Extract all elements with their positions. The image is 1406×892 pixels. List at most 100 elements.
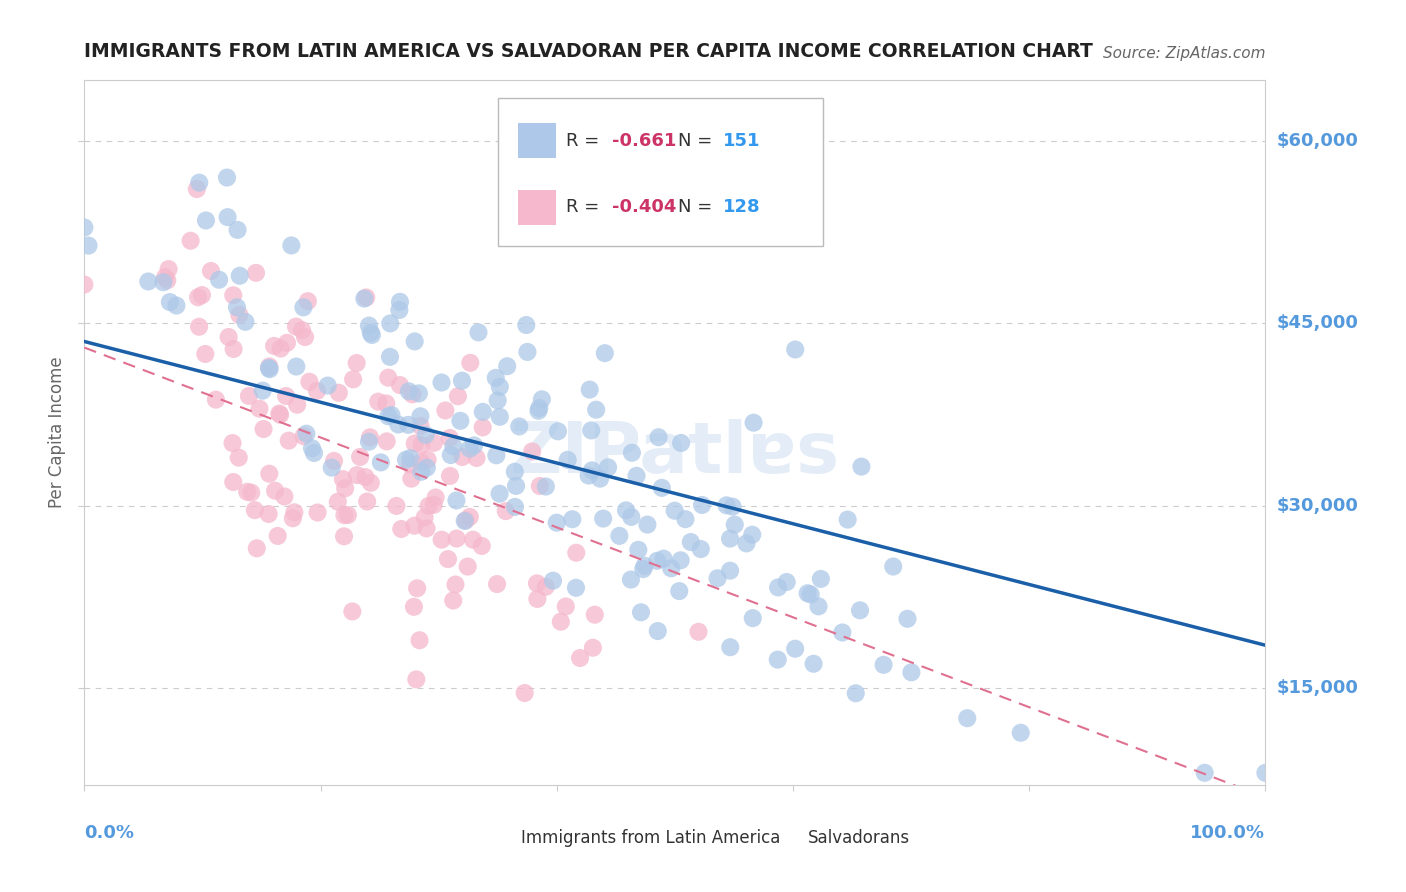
Point: [356, 494, 378, 508]
Point: [226, 223, 249, 237]
Point: [896, 612, 918, 626]
Point: [408, 633, 430, 648]
Point: [547, 425, 569, 439]
Point: [447, 389, 470, 403]
Point: [77, 238, 100, 252]
Text: Salvadorans: Salvadorans: [808, 829, 911, 847]
Point: [636, 517, 658, 532]
Point: [430, 533, 453, 547]
Point: [396, 417, 419, 432]
Point: [285, 359, 308, 374]
Point: [488, 380, 510, 394]
Point: [354, 470, 377, 484]
Point: [238, 389, 260, 403]
Point: [520, 444, 543, 458]
Point: [285, 398, 308, 412]
Point: [186, 182, 208, 196]
Point: [157, 262, 180, 277]
Point: [626, 468, 648, 483]
Point: [516, 345, 538, 359]
Point: [200, 264, 222, 278]
Point: [446, 493, 468, 508]
Point: [785, 343, 807, 357]
Point: [592, 511, 614, 525]
Point: [451, 374, 474, 388]
Point: [411, 465, 433, 479]
Point: [360, 475, 382, 490]
Point: [735, 536, 758, 550]
Point: [346, 468, 368, 483]
Point: [307, 384, 329, 398]
Point: [416, 460, 439, 475]
Point: [454, 514, 477, 528]
Point: [259, 362, 281, 376]
Point: [359, 430, 381, 444]
Point: [399, 458, 422, 472]
Point: [589, 472, 612, 486]
Point: [585, 402, 607, 417]
Point: [326, 495, 349, 509]
Point: [444, 577, 467, 591]
Text: 100.0%: 100.0%: [1191, 824, 1265, 842]
Point: [276, 335, 298, 350]
Y-axis label: Per Capita Income: Per Capita Income: [48, 357, 66, 508]
Point: [257, 361, 280, 376]
Point: [301, 442, 323, 456]
Point: [221, 436, 243, 450]
Point: [441, 593, 464, 607]
Point: [228, 450, 250, 465]
Point: [226, 301, 249, 315]
Point: [388, 378, 411, 392]
Point: [659, 561, 682, 575]
Point: [332, 472, 354, 486]
Point: [718, 564, 741, 578]
Point: [307, 506, 329, 520]
Point: [596, 460, 619, 475]
Point: [578, 468, 600, 483]
Point: [333, 529, 356, 543]
Point: [785, 641, 807, 656]
Point: [291, 323, 314, 337]
Point: [191, 288, 214, 302]
Point: [395, 452, 418, 467]
Point: [718, 640, 741, 655]
Point: [664, 504, 686, 518]
Text: -0.661: -0.661: [612, 132, 676, 150]
Text: Source: ZipAtlas.com: Source: ZipAtlas.com: [1102, 45, 1265, 61]
Point: [194, 213, 217, 227]
Point: [264, 483, 287, 498]
Point: [872, 657, 894, 672]
Point: [336, 508, 359, 522]
Point: [298, 375, 321, 389]
Text: R =: R =: [567, 132, 605, 150]
Point: [630, 605, 652, 619]
Point: [222, 342, 245, 356]
Point: [274, 389, 297, 403]
Point: [257, 507, 280, 521]
FancyBboxPatch shape: [517, 189, 555, 225]
Point: [675, 512, 697, 526]
Point: [235, 315, 257, 329]
Point: [333, 481, 356, 495]
Point: [413, 510, 436, 524]
Point: [243, 503, 266, 517]
Point: [440, 448, 463, 462]
Point: [249, 401, 271, 416]
Point: [388, 294, 411, 309]
Point: [236, 484, 259, 499]
Point: [486, 393, 509, 408]
Point: [742, 416, 765, 430]
Point: [180, 234, 202, 248]
Point: [766, 581, 789, 595]
Point: [292, 429, 315, 443]
Point: [252, 422, 274, 436]
Point: [270, 342, 292, 356]
Point: [354, 290, 377, 304]
Point: [217, 210, 239, 224]
Point: [375, 434, 398, 449]
Point: [1254, 765, 1277, 780]
Point: [439, 431, 461, 445]
Point: [409, 418, 432, 433]
Point: [488, 486, 510, 500]
Point: [557, 452, 579, 467]
